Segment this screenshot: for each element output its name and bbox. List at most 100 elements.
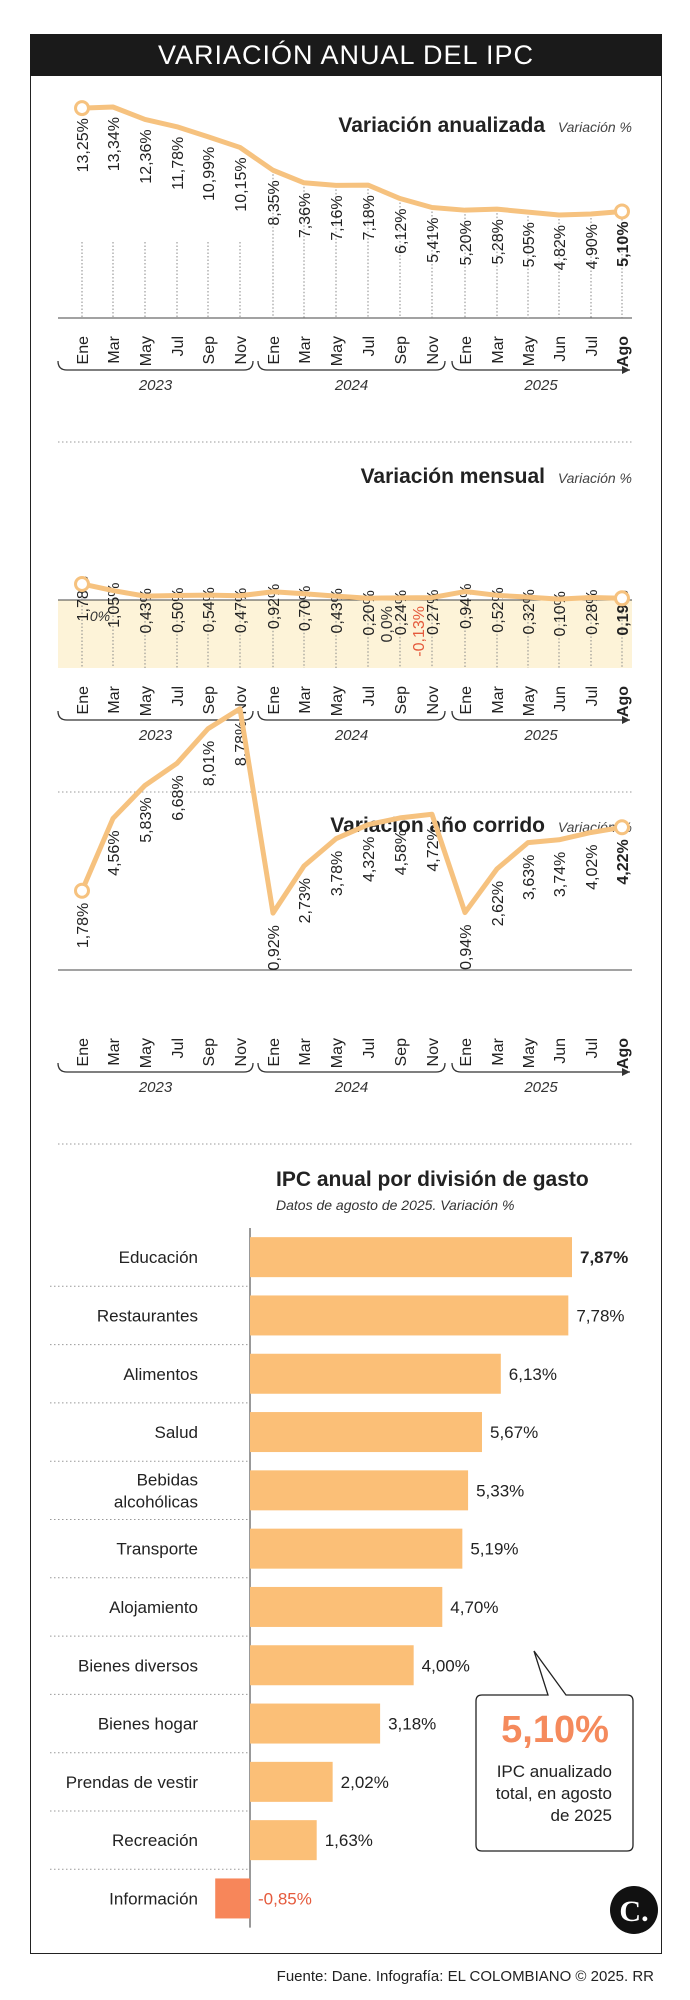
x-tick-label: May	[138, 1038, 155, 1068]
year-label: 2024	[334, 727, 368, 744]
x-tick-label: Sep	[201, 336, 218, 365]
x-tick-label: Nov	[425, 1038, 442, 1066]
x-tick-label: Jul	[584, 686, 601, 706]
bar-value-label: 4,70%	[450, 1598, 498, 1617]
data-label: 4,58%	[393, 830, 410, 875]
year-bracket	[57, 360, 254, 371]
end-marker	[74, 882, 90, 899]
category-label: Alojamiento	[109, 1598, 198, 1617]
x-tick-label: Ago	[615, 686, 632, 717]
data-label: 4,02%	[584, 844, 601, 889]
year-label: 2023	[138, 1079, 173, 1096]
data-label: 4,22%	[615, 839, 632, 884]
end-marker	[74, 100, 90, 117]
bar-value-label: 5,19%	[470, 1540, 518, 1559]
chart-unit: Variación %	[558, 119, 632, 135]
x-tick-label: Mar	[490, 1037, 507, 1065]
category-label: alcohólicas	[114, 1492, 198, 1511]
data-label: 7,18%	[361, 195, 378, 240]
data-label: 0,20%	[361, 590, 378, 635]
data-label: 0,47%	[233, 588, 250, 633]
x-tick-label: May	[329, 686, 346, 716]
year-label: 2023	[138, 377, 173, 394]
data-label: 0,94%	[458, 584, 475, 629]
ytd-variation-chart: Variación año corrido Variación %1,78%4,5…	[57, 706, 632, 1145]
bar-value-label: 2,02%	[341, 1773, 389, 1792]
x-tick-label: May	[521, 336, 538, 366]
chart-title: Variación anualizada	[338, 114, 545, 137]
x-tick-label: May	[329, 336, 346, 366]
x-tick-label: Ene	[75, 686, 92, 715]
annual-variation-chart: Variación anualizada Variación % 13,25% 13,…	[57, 100, 632, 443]
data-label: 13,34%	[106, 117, 123, 171]
year-bracket	[257, 1062, 446, 1073]
data-label: 4,32%	[361, 837, 378, 882]
year-bracket	[57, 710, 254, 721]
data-label: 10,15%	[233, 157, 250, 211]
bar-value-label: -0,85%	[258, 1889, 312, 1908]
bar-value-label: 7,87%	[580, 1248, 628, 1267]
category-label: Recreación	[112, 1831, 198, 1850]
data-label: 0,43%	[138, 588, 155, 633]
x-tick-label: May	[138, 686, 155, 716]
callout-text: IPC anualizado	[497, 1762, 612, 1781]
data-label: 5,41%	[425, 218, 442, 263]
x-tick-label: Ene	[266, 336, 283, 365]
data-label: 5,05%	[521, 222, 538, 267]
data-label: 0,27%	[425, 590, 442, 635]
bar-value-label: 5,67%	[490, 1423, 538, 1442]
series-line	[79, 706, 625, 916]
category-label: Restaurantes	[97, 1306, 198, 1325]
x-tick-label: Sep	[201, 686, 218, 715]
category-label: Bebidas	[137, 1470, 198, 1489]
x-tick-label: Mar	[490, 335, 507, 363]
category-label: Salud	[155, 1423, 198, 1442]
year-label: 2025	[523, 1079, 558, 1096]
x-tick-label: Sep	[393, 336, 410, 365]
data-label: 0,92%	[266, 584, 283, 629]
bar-value-label: 1,63%	[325, 1831, 373, 1850]
data-label: 0,94%	[458, 925, 475, 970]
x-tick-label: Jun	[552, 1038, 569, 1064]
bar	[250, 1703, 381, 1744]
x-tick-label: Jul	[361, 686, 378, 706]
zero-value-label: 0,0%	[379, 606, 396, 642]
x-tick-label: Jun	[552, 686, 569, 712]
data-label: 0,28%	[584, 589, 601, 634]
data-label: 2,62%	[490, 881, 507, 926]
x-tick-label: Jul	[361, 1038, 378, 1058]
page-title-text: VARIACIÓN ANUAL DEL IPC	[157, 39, 535, 70]
year-label: 2025	[523, 727, 558, 744]
logo-letter: C.	[619, 1895, 648, 1928]
x-tick-label: Mar	[490, 685, 507, 713]
callout-outline	[475, 1650, 634, 1852]
x-tick-label: Ene	[458, 1038, 475, 1067]
bar	[250, 1353, 501, 1394]
bar-value-label: 5,33%	[476, 1481, 524, 1500]
bar	[250, 1470, 469, 1511]
year-bracket	[451, 360, 630, 371]
x-tick-label: May	[521, 686, 538, 716]
year-label: 2025	[523, 377, 558, 394]
category-label: Bienes diversos	[78, 1656, 198, 1675]
x-tick-label: Mar	[297, 335, 314, 363]
x-tick-label: Nov	[425, 686, 442, 714]
data-label: 0,52%	[490, 587, 507, 632]
bar	[250, 1645, 414, 1686]
zero-label: 0%	[90, 608, 110, 624]
data-label: 6,68%	[170, 775, 187, 820]
callout-text: total, en agosto	[496, 1784, 612, 1803]
data-label: 0,43%	[329, 588, 346, 633]
x-tick-label: May	[329, 1038, 346, 1068]
year-bracket	[257, 710, 446, 721]
data-label: 11,78%	[170, 137, 187, 190]
data-label: 0,54%	[201, 587, 218, 632]
year-label: 2024	[334, 377, 368, 394]
x-tick-label: Jul	[584, 1038, 601, 1058]
category-label: Educación	[119, 1248, 198, 1267]
x-tick-label: Ene	[75, 1038, 92, 1067]
page-title: VARIACIÓN ANUAL DEL IPC	[30, 34, 662, 76]
data-label: 5,83%	[138, 797, 155, 842]
category-label: Información	[109, 1889, 198, 1908]
end-marker	[74, 575, 90, 592]
